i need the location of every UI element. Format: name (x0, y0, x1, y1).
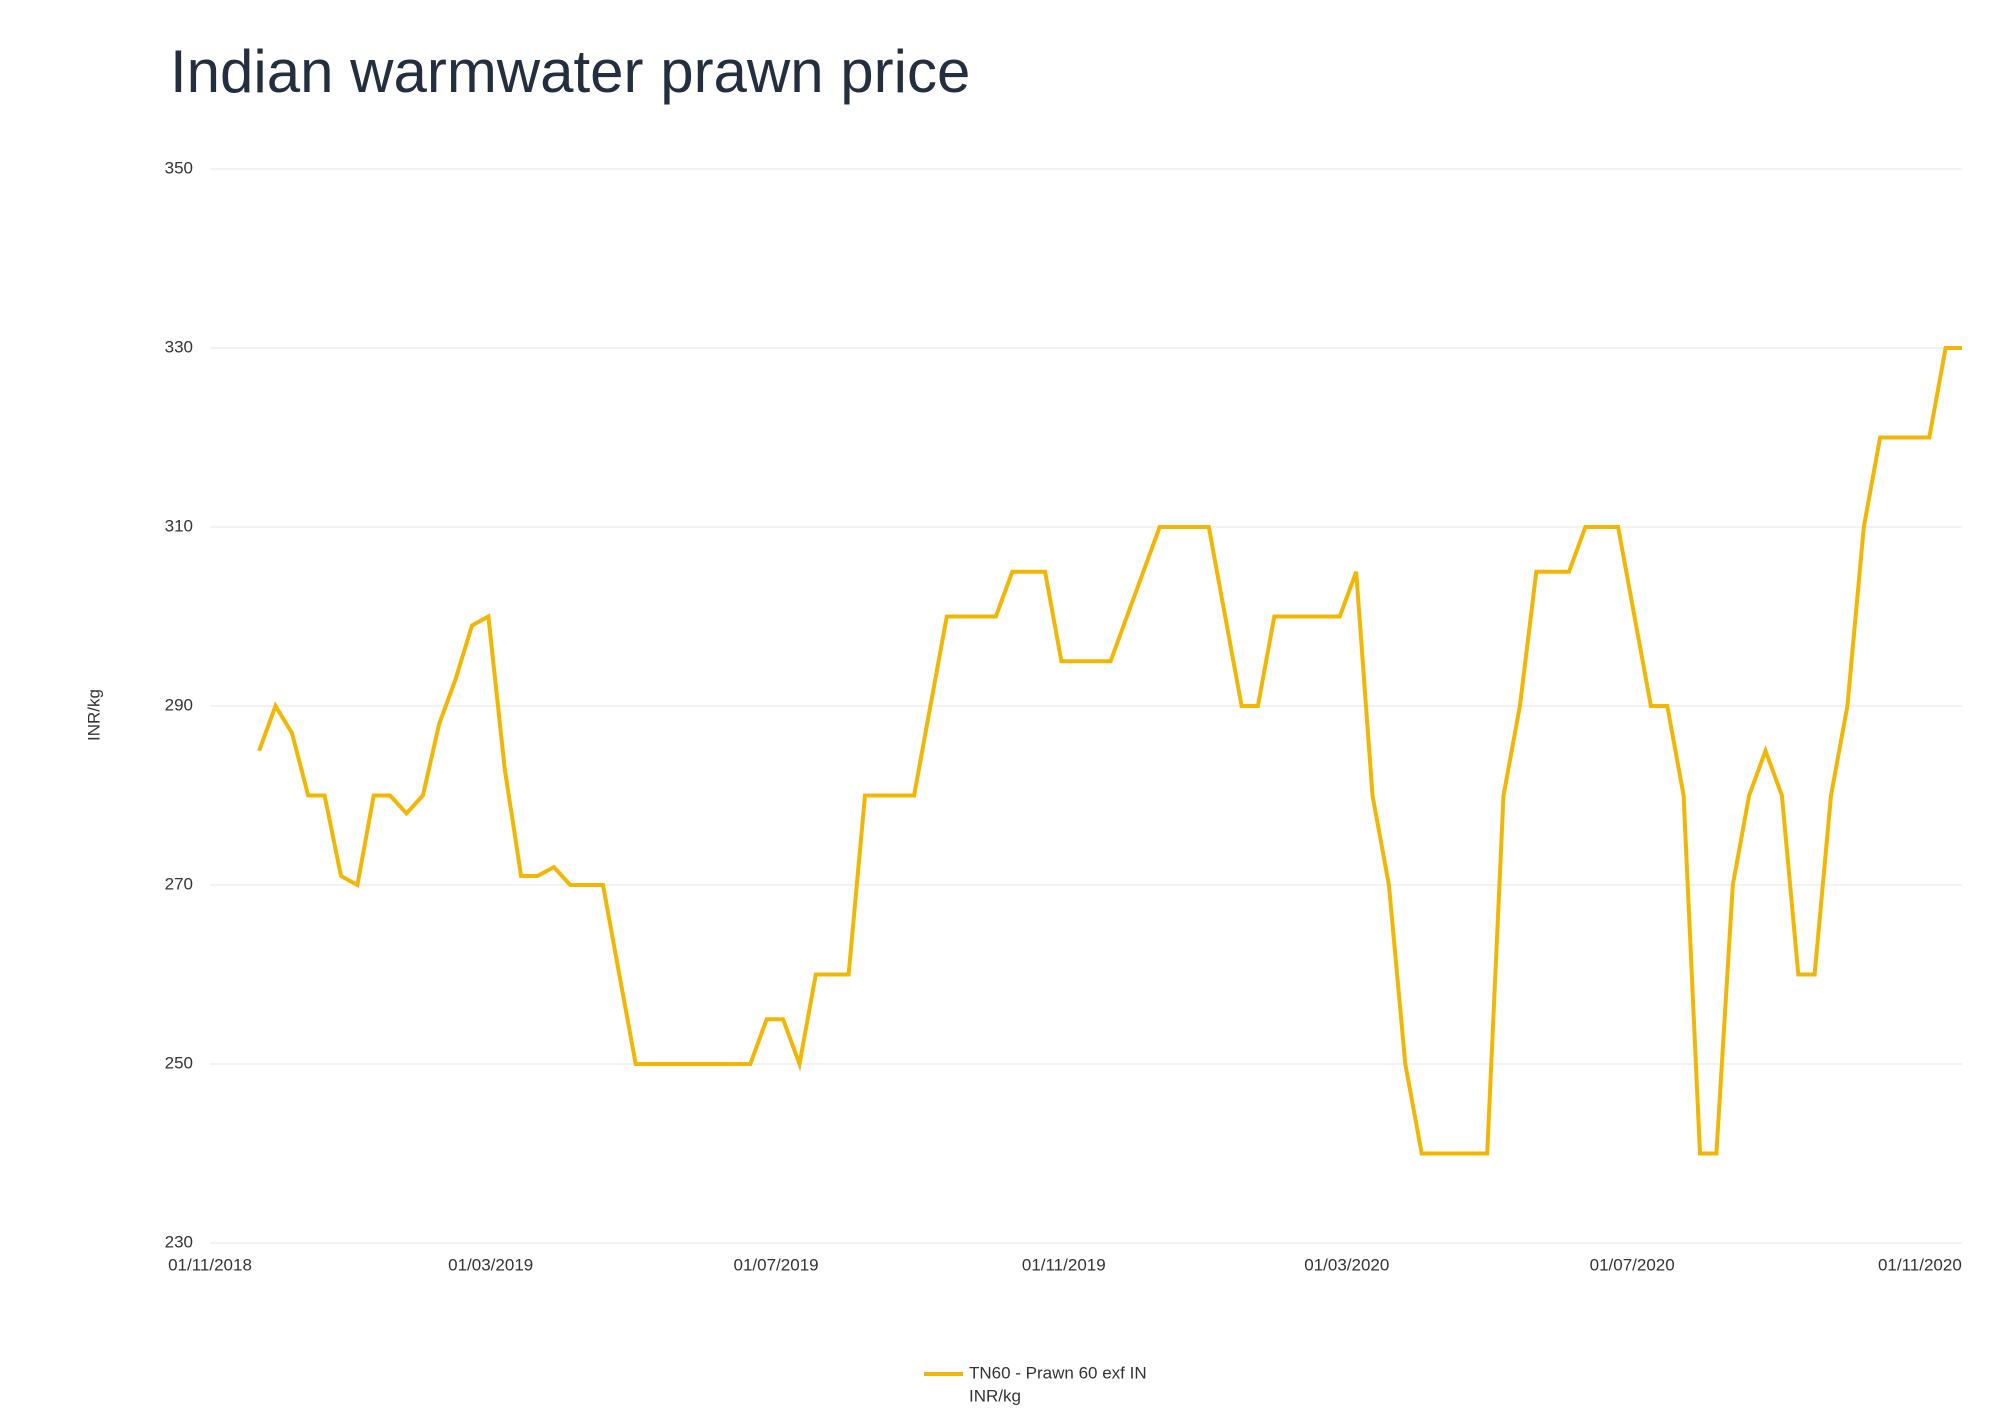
chart-title: Indian warmwater prawn price (170, 38, 970, 105)
y-tick-label: 290 (165, 695, 193, 714)
x-tick-label: 01/11/2020 (1878, 1255, 1962, 1274)
y-tick-label: 310 (165, 516, 193, 535)
x-tick-label: 01/07/2019 (734, 1255, 819, 1274)
x-tick-label: 01/11/2019 (1022, 1255, 1106, 1274)
y-tick-label: 350 (165, 158, 193, 177)
legend-unit: INR/kg (969, 1386, 1021, 1405)
y-axis-label: INR/kg (84, 689, 103, 741)
legend-label: TN60 - Prawn 60 exf IN (969, 1363, 1147, 1382)
y-tick-label: 250 (165, 1053, 193, 1072)
y-tick-label: 330 (165, 337, 193, 356)
x-tick-label: 01/03/2019 (448, 1255, 533, 1274)
x-tick-label: 01/11/2018 (168, 1255, 252, 1274)
x-tick-label: 01/03/2020 (1304, 1255, 1389, 1274)
x-tick-label: 01/07/2020 (1590, 1255, 1675, 1274)
y-tick-label: 270 (165, 874, 193, 893)
y-tick-label: 230 (165, 1232, 193, 1251)
data-line (257, 346, 1962, 1156)
